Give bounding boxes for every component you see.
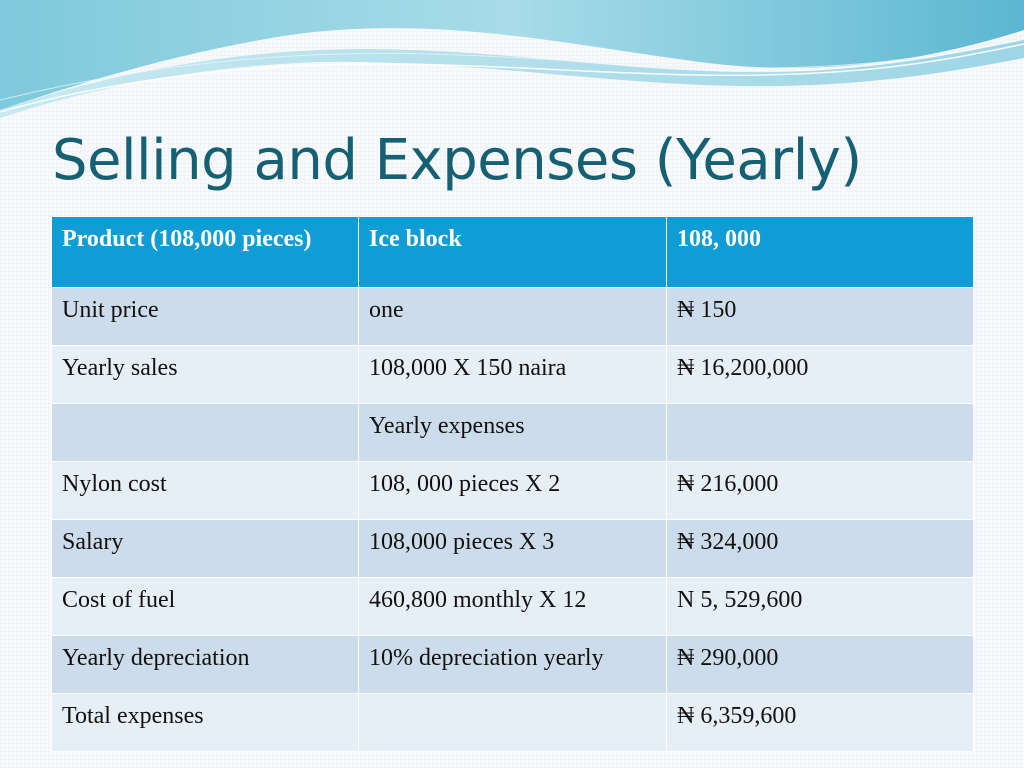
table-cell: Nylon cost [51, 461, 359, 520]
table-cell: 460,800 monthly X 12 [358, 577, 667, 636]
slide-title: Selling and Expenses (Yearly) [52, 128, 862, 193]
decorative-wave-banner [0, 0, 1024, 118]
table-cell: 108,000 X 150 naira [358, 345, 667, 404]
table-header-row: Product (108,000 pieces) Ice block 108, … [51, 216, 974, 288]
table-cell: one [358, 287, 667, 346]
table-cell: N 5, 529,600 [666, 577, 974, 636]
table-row: Yearly depreciation 10% depreciation yea… [51, 635, 974, 694]
table-cell [358, 693, 667, 752]
table-cell [51, 403, 359, 462]
table-cell: 108,000 pieces X 3 [358, 519, 667, 578]
table-row: Nylon cost 108, 000 pieces X 2 ₦ 216,000 [51, 461, 974, 520]
table-cell: Yearly sales [51, 345, 359, 404]
table-row: Cost of fuel 460,800 monthly X 12 N 5, 5… [51, 577, 974, 636]
header-cell: Ice block [358, 216, 667, 288]
header-cell: Product (108,000 pieces) [51, 216, 359, 288]
table-cell: Total expenses [51, 693, 359, 752]
expenses-table: Product (108,000 pieces) Ice block 108, … [51, 216, 974, 752]
table-cell: Cost of fuel [51, 577, 359, 636]
table-cell: 10% depreciation yearly [358, 635, 667, 694]
table-cell: ₦ 290,000 [666, 635, 974, 694]
table-row: Yearly sales 108,000 X 150 naira ₦ 16,20… [51, 345, 974, 404]
table-row: Unit price one ₦ 150 [51, 287, 974, 346]
table-cell: ₦ 150 [666, 287, 974, 346]
header-cell: 108, 000 [666, 216, 974, 288]
table-row: Salary 108,000 pieces X 3 ₦ 324,000 [51, 519, 974, 578]
table-cell: Yearly depreciation [51, 635, 359, 694]
table-cell: ₦ 216,000 [666, 461, 974, 520]
table-row: Total expenses ₦ 6,359,600 [51, 693, 974, 752]
table-cell: ₦ 324,000 [666, 519, 974, 578]
table-cell: Yearly expenses [358, 403, 667, 462]
table-cell: Unit price [51, 287, 359, 346]
table-cell: ₦ 16,200,000 [666, 345, 974, 404]
table-cell [666, 403, 974, 462]
table-row: Yearly expenses [51, 403, 974, 462]
table-cell: Salary [51, 519, 359, 578]
table-cell: ₦ 6,359,600 [666, 693, 974, 752]
table-cell: 108, 000 pieces X 2 [358, 461, 667, 520]
